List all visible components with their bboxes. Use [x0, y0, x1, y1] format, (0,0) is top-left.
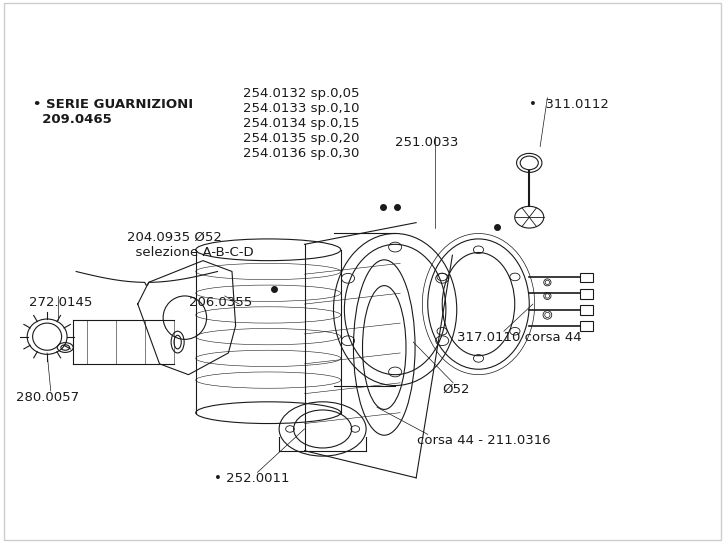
- Text: 280.0057: 280.0057: [16, 391, 79, 404]
- Text: 254.0132 sp.0,05
254.0133 sp.0,10
254.0134 sp.0,15
254.0135 sp.0,20
254.0136 sp.: 254.0132 sp.0,05 254.0133 sp.0,10 254.01…: [243, 87, 360, 160]
- Text: corsa 44 - 211.0316: corsa 44 - 211.0316: [417, 434, 550, 447]
- Text: 251.0033: 251.0033: [395, 136, 458, 149]
- Bar: [580, 321, 593, 331]
- Text: 317.0110 corsa 44: 317.0110 corsa 44: [457, 331, 581, 344]
- Bar: [580, 289, 593, 299]
- Text: •  311.0112: • 311.0112: [529, 98, 609, 111]
- Text: • SERIE GUARNIZIONI
  209.0465: • SERIE GUARNIZIONI 209.0465: [33, 98, 193, 126]
- Text: 206.0355: 206.0355: [188, 296, 252, 309]
- Bar: [580, 273, 593, 282]
- Text: • 252.0011: • 252.0011: [214, 472, 289, 485]
- Text: 204.0935 Ø52
  selezione A-B-C-D: 204.0935 Ø52 selezione A-B-C-D: [127, 231, 254, 259]
- Text: Ø52: Ø52: [442, 383, 470, 396]
- Text: 272.0145: 272.0145: [29, 296, 92, 309]
- Bar: [580, 305, 593, 315]
